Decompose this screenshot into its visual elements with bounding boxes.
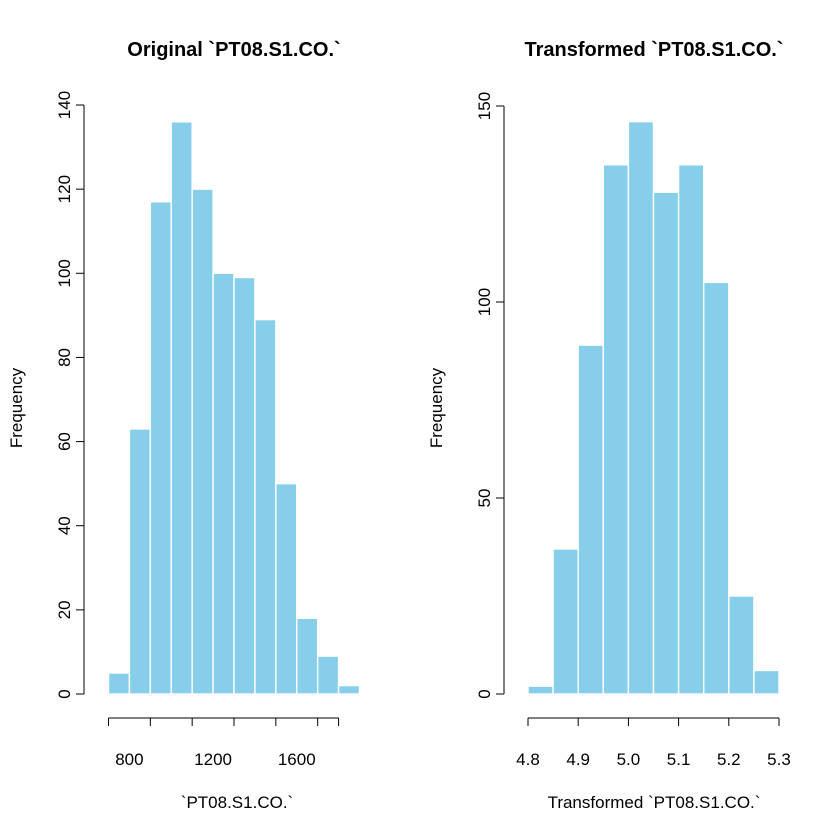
y-tick-label: 50: [475, 489, 494, 508]
histogram-bar: [128, 428, 152, 695]
histogram-bar: [254, 318, 277, 695]
x-tick-label: 1200: [194, 750, 232, 769]
histogram-bar: [191, 188, 214, 695]
x-tick-label: 5.3: [767, 750, 791, 769]
histogram-bar: [316, 655, 340, 695]
x-axis: 800 1200 1600: [108, 717, 340, 769]
histogram-bar: [652, 191, 680, 695]
y-axis: 0 50 100 150: [475, 92, 505, 699]
histogram-bar: [602, 164, 630, 695]
x-tick-label: 5.2: [717, 750, 741, 769]
x-tick-label: 4.8: [516, 750, 540, 769]
panel-original: Original `PT08.S1.CO.` `PT08.S1.CO.` Fre…: [7, 39, 361, 812]
histogram-bar: [107, 672, 131, 695]
histogram-bar: [703, 281, 730, 695]
y-tick-label: 100: [475, 288, 494, 316]
histogram-bar: [275, 482, 298, 695]
x-tick-label: 5.0: [617, 750, 641, 769]
x-tick-label: 5.1: [667, 750, 691, 769]
chart-title: Original `PT08.S1.CO.`: [127, 39, 340, 61]
x-tick-label: 4.9: [566, 750, 590, 769]
histogram-bar: [577, 344, 605, 695]
histogram-bar: [337, 684, 361, 695]
histogram-bar: [527, 685, 554, 695]
y-tick-label: 20: [55, 600, 74, 619]
x-tick-label: 800: [115, 750, 143, 769]
y-tick-label: 40: [55, 516, 74, 535]
y-axis-label: Frequency: [427, 367, 446, 448]
histogram-bar: [728, 595, 755, 695]
histogram-bar: [296, 617, 319, 695]
histogram-bar: [149, 201, 172, 695]
histogram-bar: [753, 669, 780, 695]
y-tick-label: 120: [55, 175, 74, 203]
histogram-bar: [627, 120, 655, 695]
histogram-bar: [170, 121, 193, 695]
x-axis: 4.8 4.9 5.0 5.1 5.2 5.3: [516, 717, 791, 769]
y-tick-label: 80: [55, 348, 74, 367]
histogram-bar: [212, 272, 235, 695]
y-tick-label: 0: [475, 689, 494, 698]
x-tick-label: 1600: [278, 750, 316, 769]
bar-group: [527, 120, 780, 695]
x-axis-label: `PT08.S1.CO.`: [181, 793, 293, 812]
panel-transformed: Transformed `PT08.S1.CO.` Transformed `P…: [427, 39, 791, 812]
bar-group: [107, 121, 361, 695]
y-axis: 0 20 40 60 80 100 120 140: [55, 91, 85, 699]
y-tick-label: 60: [55, 432, 74, 451]
histogram-bar: [677, 164, 705, 695]
histogram-bar: [552, 548, 579, 695]
y-tick-label: 0: [55, 689, 74, 698]
y-axis-label: Frequency: [7, 367, 26, 448]
y-tick-label: 140: [55, 91, 74, 119]
x-axis-label: Transformed `PT08.S1.CO.`: [548, 793, 761, 812]
y-tick-label: 100: [55, 259, 74, 287]
y-tick-label: 150: [475, 92, 494, 120]
chart-title: Transformed `PT08.S1.CO.`: [525, 39, 784, 61]
histogram-bar: [233, 276, 256, 695]
